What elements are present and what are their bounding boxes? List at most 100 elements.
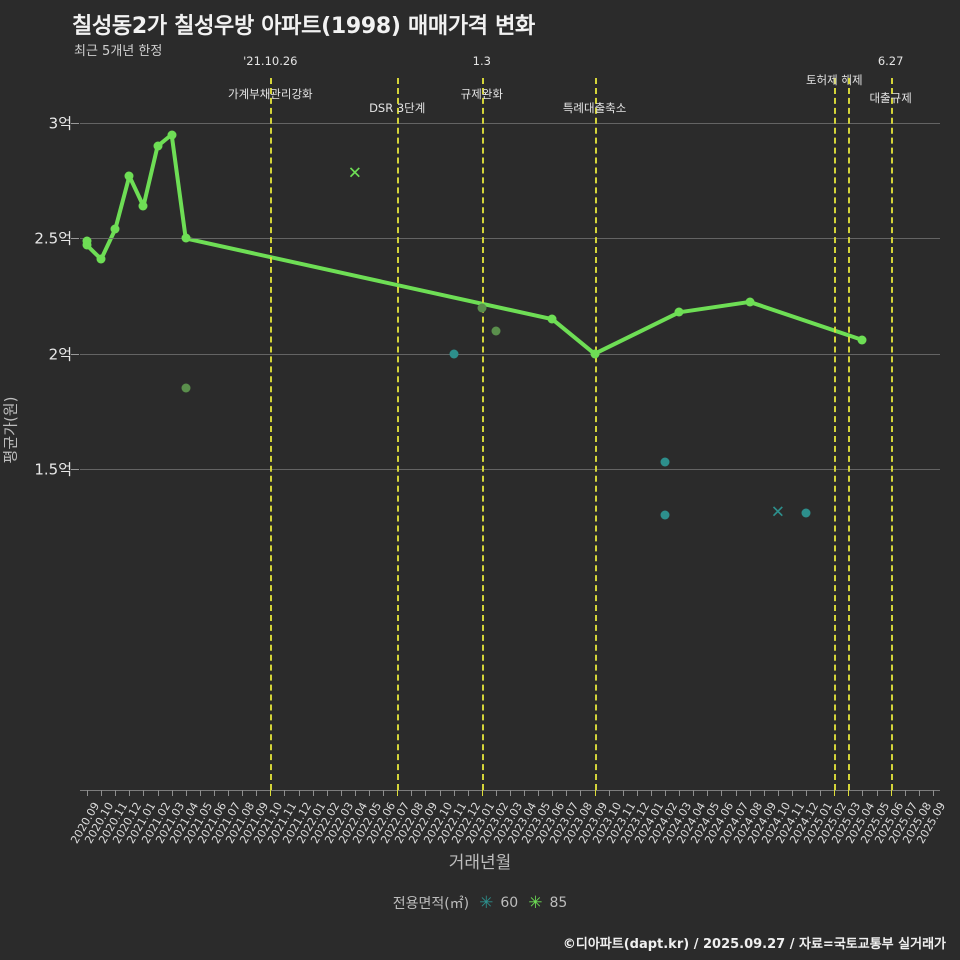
annotation-date: 6.27 xyxy=(877,54,904,68)
x-tick-mark xyxy=(932,790,934,796)
y-tick-mark xyxy=(71,469,79,471)
x-tick-mark xyxy=(115,790,117,796)
x-tick-mark xyxy=(383,790,385,796)
legend: 전용면적(㎡) ✳ 60 ✳ 85 xyxy=(0,893,960,913)
data-point[interactable] xyxy=(745,297,755,307)
x-tick-mark xyxy=(326,790,328,796)
x-tick-mark xyxy=(411,790,413,796)
annotation-label: 가계부채관리강화 xyxy=(227,87,313,101)
x-tick-mark xyxy=(453,790,455,796)
x-tick-mark xyxy=(312,790,314,796)
data-point[interactable] xyxy=(491,326,501,336)
x-tick-mark xyxy=(806,790,808,796)
x-tick-mark xyxy=(270,790,272,796)
x-tick-mark xyxy=(777,790,779,796)
data-point[interactable] xyxy=(110,224,120,234)
legend-item-label: 60 xyxy=(500,895,519,911)
data-point[interactable] xyxy=(477,303,487,313)
x-tick-mark xyxy=(608,790,610,796)
annotation-label: 특례대출축소 xyxy=(562,101,627,115)
x-tick-mark xyxy=(199,790,201,796)
x-tick-mark xyxy=(298,790,300,796)
x-tick-mark xyxy=(171,790,173,796)
x-tick-mark xyxy=(552,790,554,796)
x-tick-mark xyxy=(185,790,187,796)
x-tick-mark xyxy=(693,790,695,796)
annotation-label: 토허제 해제 xyxy=(805,73,863,87)
x-tick-mark xyxy=(397,790,399,796)
series-line-path xyxy=(85,132,865,356)
data-point[interactable] xyxy=(660,510,670,520)
data-point[interactable] xyxy=(124,171,134,181)
y-tick-mark xyxy=(71,238,79,240)
x-tick-mark xyxy=(650,790,652,796)
data-point[interactable] xyxy=(449,349,459,359)
x-tick-mark xyxy=(679,790,681,796)
annotation-date: '21.10.26 xyxy=(243,54,298,68)
data-point[interactable] xyxy=(857,335,867,345)
x-tick-mark xyxy=(636,790,638,796)
footer-credit: ©디아파트(dapt.kr) / 2025.09.27 / 자료=국토교통부 실… xyxy=(562,937,946,952)
annotation-line xyxy=(834,78,837,790)
x-tick-mark xyxy=(129,790,131,796)
data-point[interactable] xyxy=(153,141,163,151)
data-point[interactable] xyxy=(547,314,557,324)
x-tick-mark xyxy=(735,790,737,796)
x-tick-mark xyxy=(510,790,511,796)
data-point[interactable] xyxy=(801,508,811,518)
y-tick-label: 3억 xyxy=(48,114,72,133)
x-marker-icon: ✳ xyxy=(528,892,543,913)
data-point[interactable]: ✕ xyxy=(347,163,363,184)
annotation-label: 규제완화 xyxy=(460,87,503,101)
y-tick-label: 2.5억 xyxy=(34,229,72,248)
data-point[interactable] xyxy=(167,130,177,140)
data-point[interactable] xyxy=(181,383,191,393)
grid-line xyxy=(80,123,940,125)
x-tick-mark xyxy=(791,790,793,796)
x-tick-mark xyxy=(157,790,159,796)
y-tick-mark xyxy=(71,353,79,355)
annotation-date: 1.3 xyxy=(472,54,491,68)
x-tick-mark xyxy=(101,790,103,796)
annotation-line xyxy=(270,78,273,790)
x-tick-mark xyxy=(481,790,483,796)
x-tick-mark xyxy=(904,790,906,796)
x-tick-mark xyxy=(242,790,244,796)
annotation-line xyxy=(848,78,851,790)
x-tick-mark xyxy=(467,790,469,796)
x-tick-mark xyxy=(213,790,215,796)
y-tick-label: 2억 xyxy=(48,345,72,364)
annotation-line xyxy=(890,78,893,790)
x-tick-mark xyxy=(721,790,723,796)
x-tick-mark xyxy=(918,790,920,796)
x-tick-mark xyxy=(566,790,568,796)
plot-area: 3억 2.5억 2억 1.5억 2020.09 2020.10 2020.11 2020.12… xyxy=(34,54,948,846)
x-tick-mark xyxy=(495,790,497,796)
legend-item[interactable]: ✳ 60 xyxy=(479,894,519,912)
x-tick-mark xyxy=(439,790,441,796)
data-point[interactable] xyxy=(82,240,92,250)
x-tick-mark xyxy=(524,790,526,796)
data-point[interactable] xyxy=(181,233,191,243)
x-tick-mark xyxy=(749,790,751,796)
x-tick-mark xyxy=(622,790,624,796)
legend-title: 전용면적(㎡) xyxy=(392,896,470,912)
legend-item[interactable]: ✳ 85 xyxy=(528,892,567,913)
annotation-line xyxy=(594,78,597,790)
series-85-line xyxy=(85,132,865,356)
data-point[interactable] xyxy=(660,457,670,467)
data-point[interactable] xyxy=(82,236,92,246)
x-tick-mark xyxy=(369,790,371,796)
y-tick-mark xyxy=(71,123,79,125)
x-tick-mark xyxy=(340,790,342,796)
x-tick-mark xyxy=(143,790,145,796)
x-tick-mark xyxy=(425,790,427,796)
grid-line xyxy=(80,469,940,471)
data-point[interactable] xyxy=(96,254,106,264)
x-tick-mark xyxy=(848,790,850,796)
data-point[interactable] xyxy=(138,201,148,211)
y-axis-title: 평균가(원) xyxy=(1,396,20,464)
data-point[interactable] xyxy=(674,307,684,317)
data-point[interactable]: ✕ xyxy=(770,502,785,523)
data-point[interactable] xyxy=(590,349,600,359)
